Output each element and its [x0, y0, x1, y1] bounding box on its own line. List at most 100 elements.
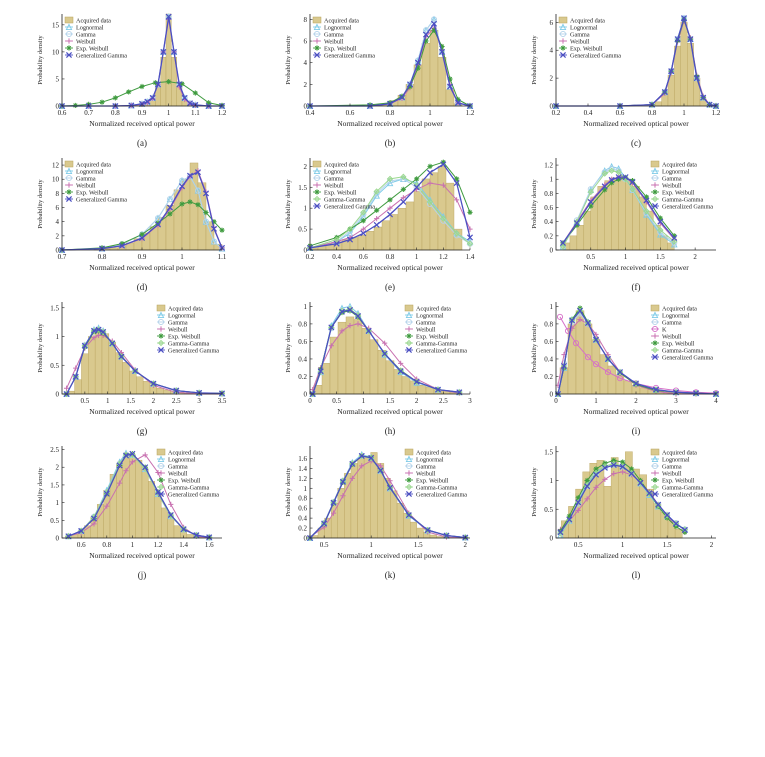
legend-entry: Gamma-Gamma — [662, 485, 703, 492]
x-tick-label: 0.7 — [84, 109, 93, 117]
legend-marker — [314, 182, 320, 188]
series-point — [414, 59, 422, 66]
y-axis-label: Probability density — [531, 35, 538, 85]
legend-entry: Gamma-Gamma — [324, 197, 365, 204]
histogram-bar — [101, 333, 110, 395]
series-point — [338, 308, 346, 315]
series-point — [166, 195, 174, 203]
series-point — [584, 354, 592, 361]
histogram-bar — [160, 507, 168, 539]
series-point — [681, 526, 688, 533]
series-point — [559, 243, 567, 250]
series-point — [349, 460, 356, 467]
legend-entry: Gamma — [76, 176, 96, 183]
legend-entry: Lognormal — [416, 313, 444, 320]
series-point — [619, 463, 626, 470]
series-point — [192, 90, 198, 96]
x-tick-label: 1.5 — [414, 541, 423, 549]
legend-entry: Exp. Weibull — [324, 190, 357, 197]
histogram-bar — [583, 210, 591, 251]
histogram-bar — [345, 316, 355, 395]
series-point — [611, 471, 617, 477]
x-tick-label: 0.5 — [574, 541, 583, 549]
series-point — [166, 79, 172, 85]
series-point — [117, 480, 123, 486]
series-point — [210, 225, 218, 232]
series-point — [557, 529, 564, 536]
series-point — [347, 323, 353, 329]
histogram-bar — [583, 323, 593, 395]
series-point — [628, 470, 635, 477]
series-line — [312, 323, 460, 394]
series-point — [368, 454, 375, 461]
y-tick-label: 2 — [304, 81, 308, 89]
series-point — [346, 236, 354, 243]
series-point — [358, 452, 365, 459]
legend-marker — [650, 448, 660, 456]
series-point — [173, 387, 180, 394]
series-point — [668, 68, 675, 75]
legend-marker — [158, 326, 164, 332]
series-point — [186, 100, 194, 107]
series-point — [354, 312, 362, 320]
series-point — [176, 81, 183, 88]
y-tick-label: 4 — [304, 59, 308, 67]
chart-panel-e: 0.2 0.4 0.6 0.8 1 1.2 1.4 0 0.5 1 1.5 2 Normalized r… — [285, 158, 475, 292]
series-generalized-gamma — [306, 452, 469, 542]
series-point — [359, 463, 365, 469]
series-point — [430, 16, 438, 23]
y-axis-label: Probability density — [285, 467, 292, 517]
series-point — [400, 195, 406, 201]
legend-entry: Lognormal — [76, 169, 104, 176]
series-point — [149, 94, 156, 101]
legend-entry: Gamma — [662, 320, 682, 327]
legend-entry: Gamma — [416, 464, 436, 471]
y-tick-label: 0 — [550, 247, 554, 255]
legend-entry: Generalized Gamma — [416, 348, 467, 355]
x-tick-label: 1.6 — [205, 541, 214, 549]
legend-marker — [65, 23, 73, 31]
legend-marker — [651, 174, 659, 182]
histogram-bar — [417, 385, 427, 395]
series-point — [455, 96, 461, 103]
x-tick-label: 1 — [362, 397, 366, 405]
legend-marker — [406, 326, 412, 332]
y-tick-label: 1.2 — [298, 475, 307, 483]
series-point — [611, 457, 617, 463]
legend-entry: Gamma-Gamma — [662, 197, 703, 204]
legend-entry: Generalized Gamma — [76, 53, 127, 60]
histogram-bar — [421, 43, 431, 107]
legend-marker — [156, 304, 166, 312]
series-point — [398, 360, 404, 366]
series-point — [664, 511, 671, 519]
series-point — [439, 43, 445, 50]
panel-caption: (g) — [137, 426, 148, 436]
series-point — [202, 218, 210, 225]
panel-caption: (c) — [631, 138, 641, 148]
series-point — [467, 209, 473, 215]
series-line — [310, 22, 471, 107]
series-point — [661, 89, 668, 96]
y-tick-label: 4 — [56, 218, 60, 226]
x-tick-label: 3 — [468, 397, 472, 405]
legend-marker — [559, 30, 567, 38]
y-tick-label: 5 — [56, 75, 60, 83]
histogram-bar — [350, 463, 358, 539]
series-point — [211, 219, 217, 225]
legend-entry: Gamma — [168, 320, 188, 327]
series-point — [646, 490, 653, 497]
series-point — [333, 236, 340, 243]
legend-entry: Exp. Weibull — [416, 478, 449, 485]
histogram-bar — [154, 495, 162, 539]
series-point — [575, 507, 581, 513]
series-point — [566, 517, 573, 524]
x-tick-label: 2 — [415, 397, 419, 405]
y-tick-label: 0 — [56, 535, 60, 543]
series-point — [73, 365, 79, 371]
series-point — [139, 83, 145, 90]
series-point — [386, 175, 394, 183]
series-point — [615, 168, 622, 176]
series-point — [365, 327, 372, 334]
